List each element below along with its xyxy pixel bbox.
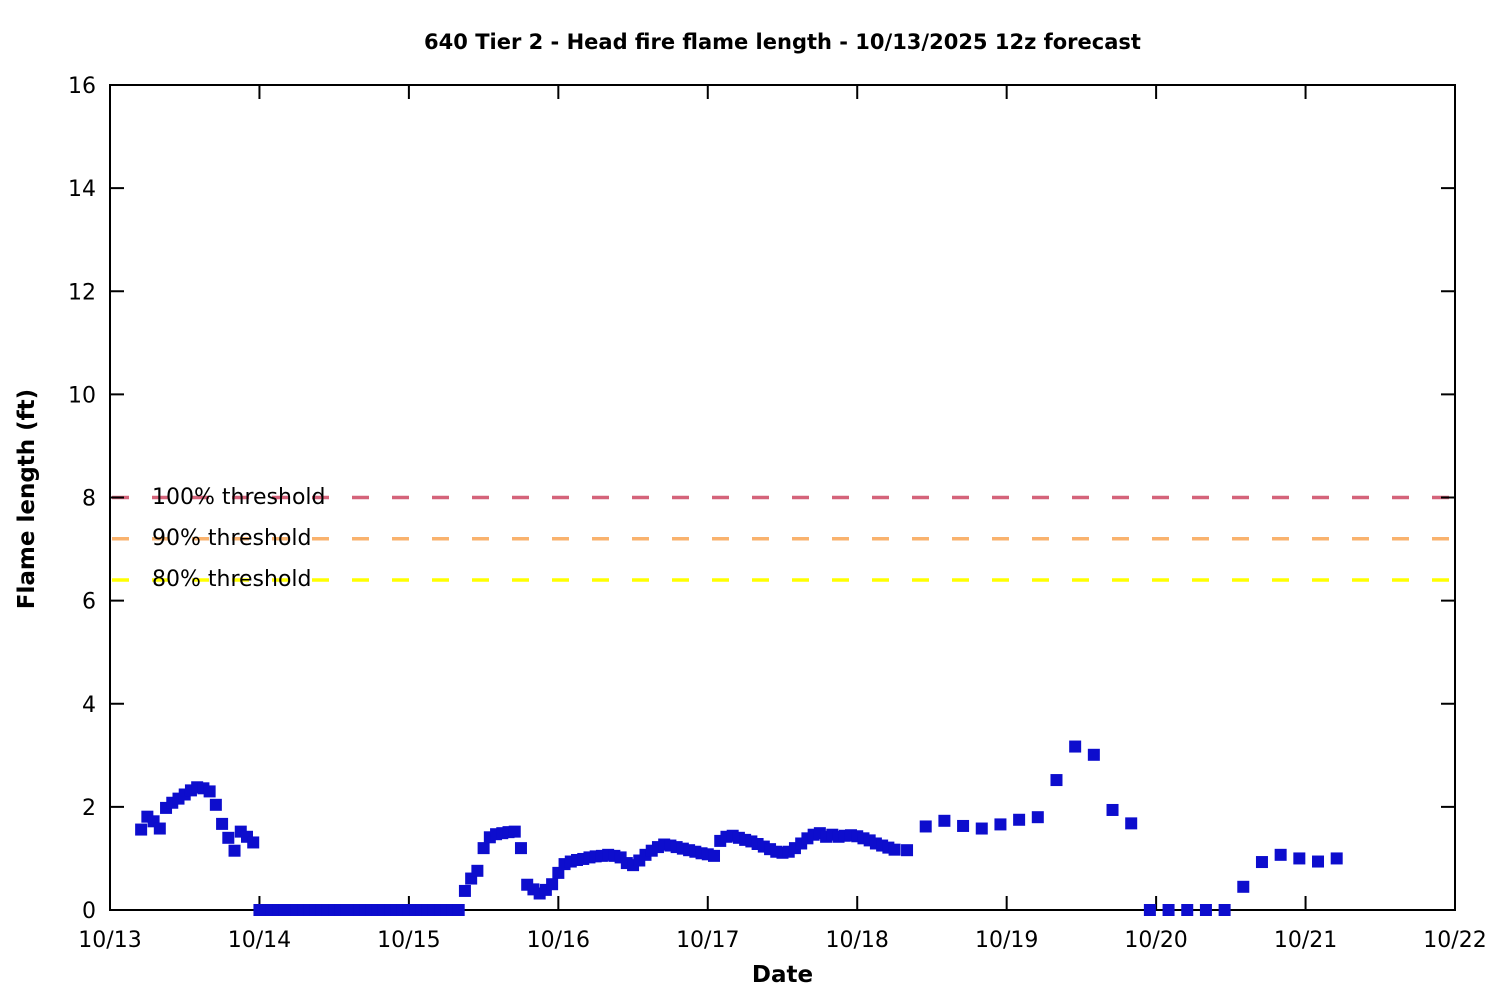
- data-point: [216, 817, 229, 830]
- x-tick-label: 10/17: [676, 928, 739, 953]
- data-point: [1162, 904, 1175, 916]
- data-point: [514, 842, 527, 855]
- data-point: [1069, 740, 1082, 753]
- data-point: [1312, 855, 1325, 868]
- y-tick-label: 10: [68, 383, 96, 408]
- y-tick-label: 8: [82, 487, 96, 512]
- data-point: [1106, 803, 1119, 816]
- data-point: [477, 842, 490, 855]
- data-point: [1293, 852, 1306, 865]
- data-point: [1143, 904, 1156, 916]
- x-tick-label: 10/20: [1124, 928, 1187, 953]
- data-point: [708, 849, 721, 862]
- data-point: [1330, 852, 1343, 865]
- x-tick-label: 10/18: [826, 928, 889, 953]
- x-tick-label: 10/14: [228, 928, 291, 953]
- data-point: [209, 798, 222, 811]
- data-point: [1031, 811, 1044, 824]
- data-point: [1013, 813, 1026, 826]
- data-point: [247, 836, 260, 849]
- y-tick-label: 6: [82, 590, 96, 615]
- data-point: [222, 831, 235, 844]
- data-point: [471, 864, 484, 877]
- plot-border: [109, 84, 1456, 911]
- data-point: [228, 844, 241, 857]
- x-tick-label: 10/21: [1274, 928, 1337, 953]
- data-point: [452, 904, 465, 916]
- x-tick-label: 10/22: [1423, 928, 1486, 953]
- threshold-label-80: 80% threshold: [152, 567, 312, 592]
- y-tick-label: 4: [82, 693, 96, 718]
- data-point: [1237, 880, 1250, 893]
- x-tick-label: 10/16: [527, 928, 590, 953]
- data-point: [1181, 904, 1194, 916]
- data-point: [203, 785, 216, 798]
- data-point: [1050, 774, 1063, 787]
- data-point: [888, 843, 901, 856]
- x-tick-label: 10/19: [975, 928, 1038, 953]
- data-point: [1087, 748, 1100, 761]
- data-point: [994, 818, 1007, 831]
- y-axis-title: Flame length (ft): [14, 388, 40, 610]
- data-point: [508, 825, 521, 838]
- data-point: [458, 884, 471, 897]
- y-tick-label: 16: [68, 74, 96, 99]
- y-tick-label: 2: [82, 796, 96, 821]
- data-point: [1274, 848, 1287, 861]
- data-point: [919, 820, 932, 833]
- x-axis-title: Date: [751, 962, 814, 988]
- data-point: [1125, 817, 1138, 830]
- data-point: [153, 822, 166, 835]
- data-point: [546, 878, 559, 891]
- data-point: [901, 844, 914, 857]
- data-point: [1199, 904, 1212, 916]
- data-point: [975, 822, 988, 835]
- threshold-label-90: 90% threshold: [152, 525, 312, 551]
- data-point: [135, 823, 148, 836]
- threshold-label-100: 100% threshold: [152, 484, 326, 510]
- y-tick-label: 12: [68, 280, 96, 305]
- x-tick-label: 10/13: [78, 928, 141, 953]
- y-tick-label: 0: [82, 899, 96, 924]
- y-tick-label: 14: [68, 177, 96, 202]
- data-point: [957, 819, 970, 832]
- x-tick-label: 10/15: [377, 928, 440, 953]
- data-point: [938, 814, 951, 827]
- data-point: [1218, 904, 1231, 916]
- data-point: [1255, 856, 1268, 869]
- chart-title: 640 Tier 2 - Head fire flame length - 10…: [424, 30, 1141, 54]
